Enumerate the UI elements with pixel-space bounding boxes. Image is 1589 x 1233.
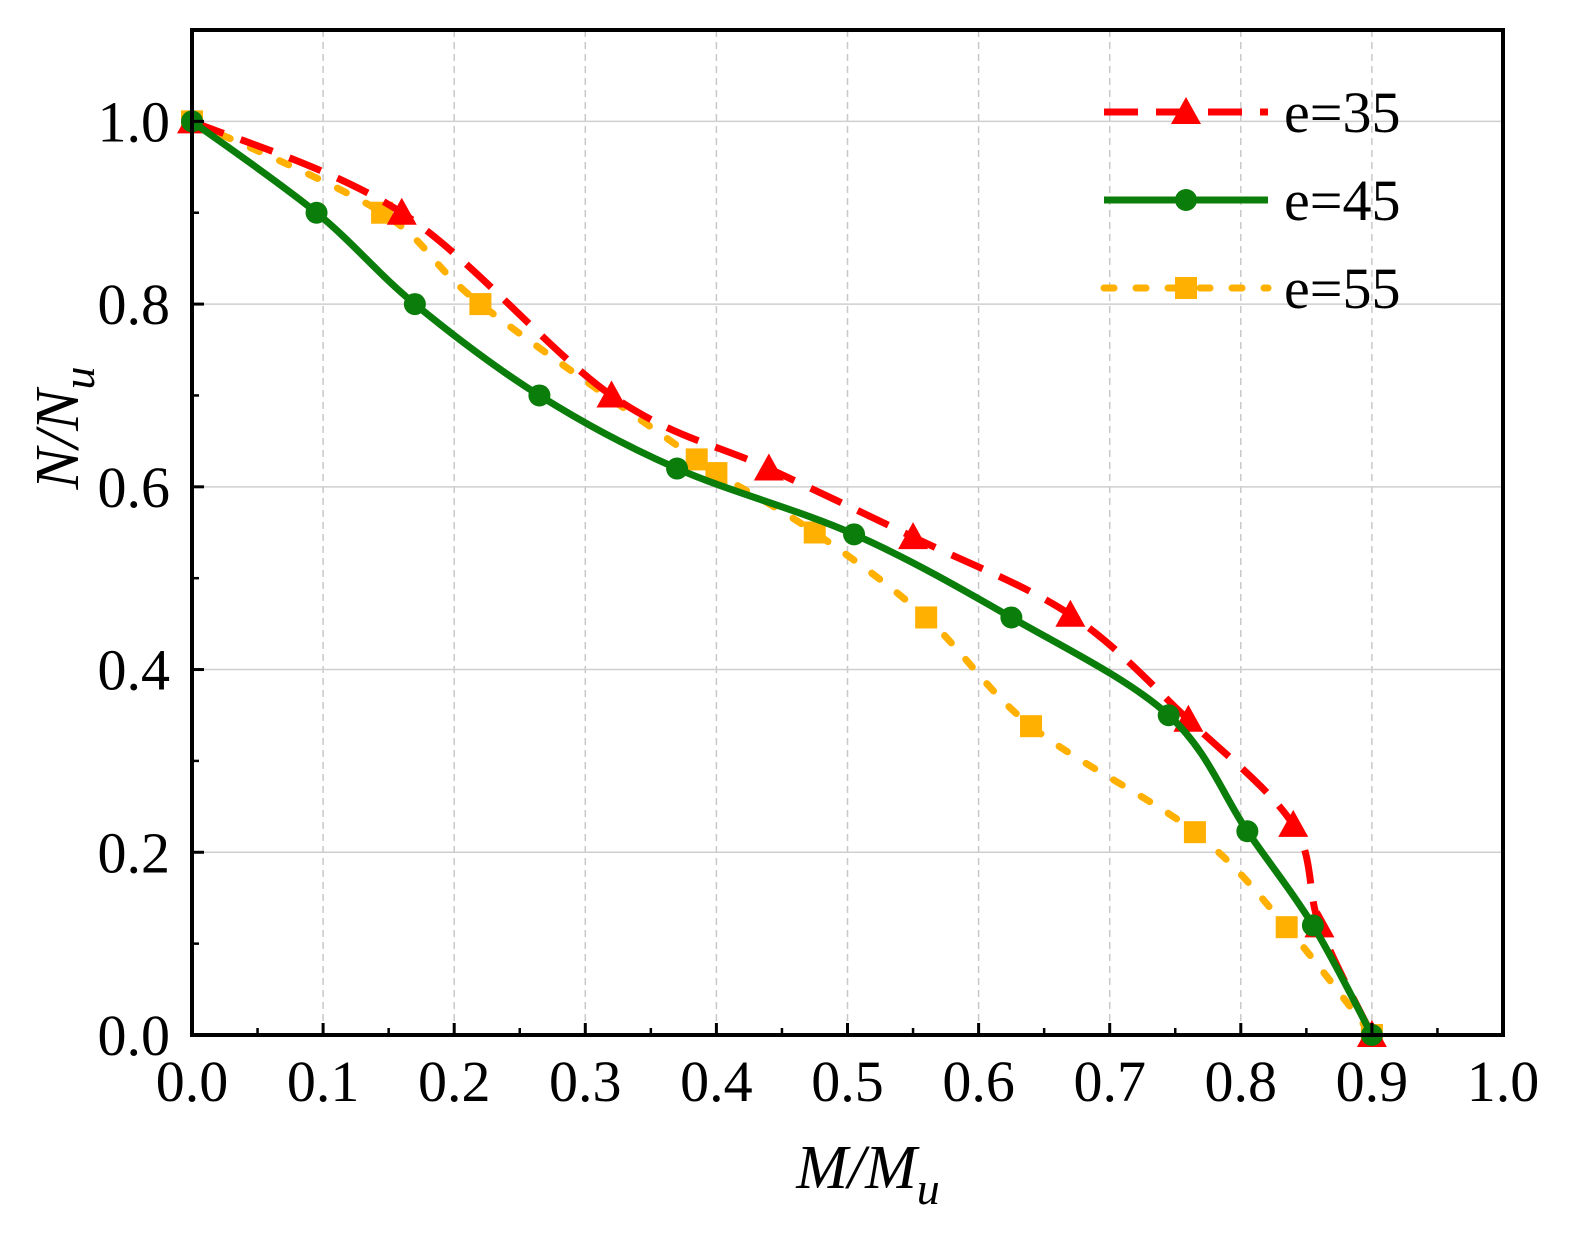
data-point bbox=[469, 293, 492, 316]
data-point bbox=[666, 457, 689, 480]
data-point bbox=[1020, 715, 1043, 738]
x-tick-label: 0.9 bbox=[1336, 1049, 1409, 1114]
data-point bbox=[915, 606, 938, 629]
series-layer bbox=[177, 106, 1387, 1047]
y-tick-label: 0.2 bbox=[98, 820, 171, 885]
x-tick-label: 0.7 bbox=[1073, 1049, 1146, 1114]
x-tick-label: 0.4 bbox=[680, 1049, 753, 1114]
legend-label: e=35 bbox=[1284, 80, 1400, 145]
data-point bbox=[528, 384, 551, 407]
ticks bbox=[190, 119, 1505, 1037]
y-tick-label: 0.0 bbox=[98, 1003, 171, 1068]
data-point bbox=[596, 380, 627, 408]
x-tick-label: 0.8 bbox=[1205, 1049, 1278, 1114]
y-tick-label: 0.6 bbox=[98, 455, 171, 520]
series-e=45 bbox=[181, 110, 1383, 1046]
data-point bbox=[1157, 704, 1180, 727]
data-point bbox=[803, 521, 826, 544]
x-tick-label: 0.3 bbox=[549, 1049, 622, 1114]
legend-item: e=55 bbox=[1100, 256, 1400, 321]
data-point bbox=[1278, 809, 1309, 837]
data-point bbox=[898, 522, 929, 550]
data-point bbox=[1236, 820, 1259, 843]
x-tick-label: 0.5 bbox=[811, 1049, 884, 1114]
legend: e=35 e=45 e=55 bbox=[1100, 80, 1400, 321]
legend-label: e=45 bbox=[1284, 168, 1400, 233]
x-tick-label: 0.0 bbox=[156, 1049, 229, 1114]
data-point bbox=[843, 523, 866, 546]
x-axis-title: M/Mu bbox=[795, 1134, 940, 1214]
data-point bbox=[1055, 599, 1086, 627]
x-tick-label: 0.2 bbox=[418, 1049, 491, 1114]
data-point bbox=[1183, 821, 1206, 844]
y-tick-label: 1.0 bbox=[98, 89, 171, 154]
data-point bbox=[753, 453, 784, 481]
data-point bbox=[1301, 914, 1324, 937]
series-line bbox=[189, 118, 1375, 1037]
series-line bbox=[190, 118, 1376, 1037]
legend-label: e=55 bbox=[1284, 256, 1400, 321]
y-axis-title: N/Nu bbox=[24, 367, 104, 491]
legend-item: e=35 bbox=[1104, 80, 1400, 145]
tick-labels: 0.0 0.1 0.2 0.3 0.4 0.5 0.6 0.7 0.8 0.9 1.0 0.0 0.2 0… bbox=[98, 89, 1540, 1114]
x-tick-label: 1.0 bbox=[1467, 1049, 1540, 1114]
data-point bbox=[403, 293, 426, 316]
y-tick-label: 0.8 bbox=[98, 272, 171, 337]
legend-marker bbox=[1175, 277, 1197, 299]
data-point bbox=[1000, 606, 1023, 629]
legend-marker bbox=[1175, 189, 1197, 211]
data-point bbox=[305, 201, 328, 224]
y-tick-label: 0.4 bbox=[98, 638, 171, 703]
data-point bbox=[685, 448, 708, 471]
x-tick-label: 0.1 bbox=[287, 1049, 360, 1114]
x-tick-label: 0.6 bbox=[942, 1049, 1015, 1114]
legend-item: e=45 bbox=[1104, 168, 1400, 233]
data-point bbox=[1275, 916, 1298, 939]
data-point bbox=[386, 197, 417, 225]
legend-marker bbox=[1171, 97, 1201, 124]
